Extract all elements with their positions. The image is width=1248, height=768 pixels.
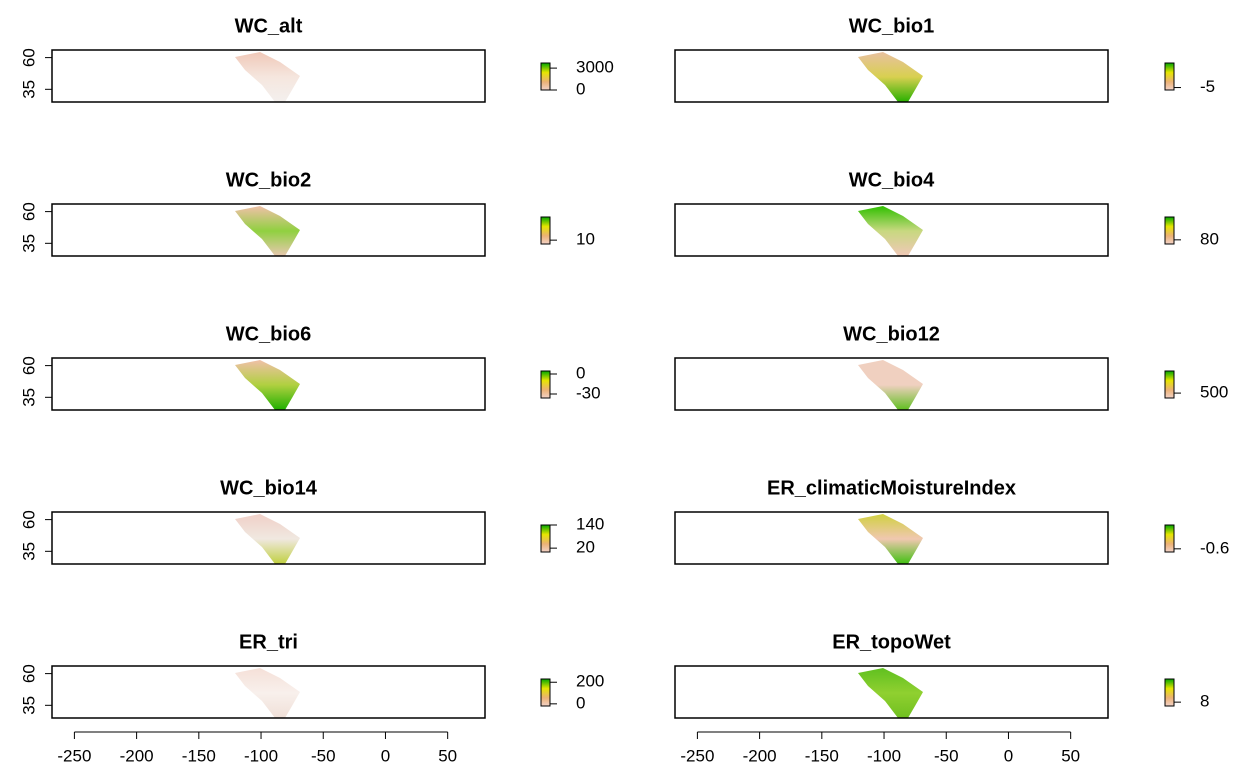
plot-box xyxy=(674,203,1109,257)
x-tick-label: -150 xyxy=(182,746,216,765)
plot-box xyxy=(674,357,1109,411)
x-tick-label: -50 xyxy=(311,746,336,765)
legend-label: 8 xyxy=(1200,692,1209,711)
panel-title: WC_bio4 xyxy=(849,169,935,191)
raster xyxy=(858,206,923,256)
x-tick-label: 50 xyxy=(438,746,457,765)
legend-label: 0 xyxy=(576,693,585,712)
panel-title: ER_climaticMoistureIndex xyxy=(767,477,1016,499)
panel-title: WC_bio14 xyxy=(220,477,318,499)
y-tick-label: 60 xyxy=(19,202,38,221)
legend-label: 500 xyxy=(1200,383,1228,402)
raster xyxy=(235,206,300,256)
x-tick-label: -100 xyxy=(244,746,278,765)
x-tick-label: -250 xyxy=(57,746,91,765)
raster xyxy=(235,360,300,410)
colorbar xyxy=(540,216,551,245)
legend-label: 10 xyxy=(576,230,595,249)
panel-title: ER_topoWet xyxy=(832,631,951,653)
raster xyxy=(235,668,300,718)
colorbar xyxy=(1164,370,1175,399)
x-tick-label: -250 xyxy=(680,746,714,765)
x-tick-label: -50 xyxy=(934,746,959,765)
colorbar xyxy=(1164,678,1175,707)
x-tick-label: 0 xyxy=(381,746,390,765)
legend-label: 140 xyxy=(576,514,604,533)
legend-label: 0 xyxy=(576,79,585,98)
colorbar xyxy=(1164,216,1175,245)
panel-title: WC_alt xyxy=(235,15,303,37)
x-tick-label: 50 xyxy=(1061,746,1080,765)
legend-label: -5 xyxy=(1200,77,1215,96)
panel-title: WC_bio1 xyxy=(849,15,935,37)
panel-title: ER_tri xyxy=(239,631,298,653)
legend-label: -30 xyxy=(576,383,601,402)
legend-label: 80 xyxy=(1200,229,1219,248)
colorbar xyxy=(540,62,551,91)
y-tick-label: 60 xyxy=(19,48,38,67)
y-tick-label: 60 xyxy=(19,356,38,375)
plot-box xyxy=(51,665,486,719)
x-tick-label: -150 xyxy=(805,746,839,765)
legend-label: -0.6 xyxy=(1200,538,1229,557)
x-tick-label: -200 xyxy=(120,746,154,765)
colorbar xyxy=(540,678,551,707)
plot-box xyxy=(51,49,486,103)
plot-box xyxy=(674,49,1109,103)
legend-label: 3000 xyxy=(576,58,614,77)
legend-label: 200 xyxy=(576,672,604,691)
raster xyxy=(858,360,923,410)
plot-box xyxy=(51,203,486,257)
colorbar xyxy=(1164,62,1175,91)
x-tick-label: 0 xyxy=(1004,746,1013,765)
y-tick-label: 60 xyxy=(19,664,38,683)
panel-title: WC_bio2 xyxy=(226,169,312,191)
raster xyxy=(235,52,300,102)
y-tick-label: 35 xyxy=(19,80,38,99)
legend-label: 0 xyxy=(576,363,585,382)
panel-title: WC_bio6 xyxy=(226,323,312,345)
raster xyxy=(858,52,923,102)
y-tick-label: 60 xyxy=(19,510,38,529)
x-tick-label: -100 xyxy=(867,746,901,765)
y-tick-label: 35 xyxy=(19,234,38,253)
x-tick-label: -200 xyxy=(743,746,777,765)
legend-label: 20 xyxy=(576,538,595,557)
panel-title: WC_bio12 xyxy=(843,323,940,345)
y-tick-label: 35 xyxy=(19,696,38,715)
colorbar xyxy=(540,370,551,399)
y-tick-label: 35 xyxy=(19,542,38,561)
plot-box xyxy=(51,357,486,411)
raster xyxy=(858,514,923,564)
raster xyxy=(858,668,923,718)
plot-box xyxy=(674,665,1109,719)
plot-box xyxy=(674,511,1109,565)
raster xyxy=(235,514,300,564)
y-tick-label: 35 xyxy=(19,388,38,407)
colorbar xyxy=(540,524,551,553)
colorbar xyxy=(1164,524,1175,553)
plot-box xyxy=(51,511,486,565)
